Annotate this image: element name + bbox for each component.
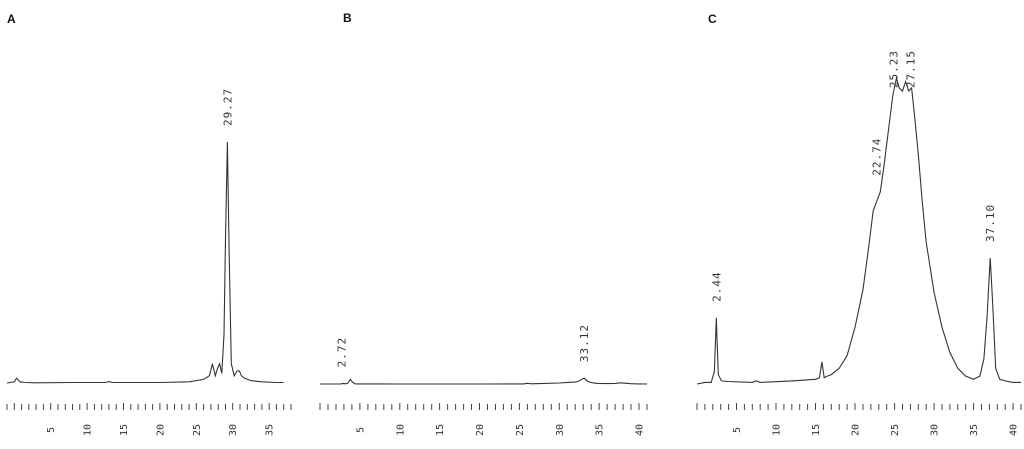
trace-b bbox=[320, 377, 648, 385]
tick-label-15: 15 bbox=[119, 424, 130, 436]
peak-label-22-74: 22.74 bbox=[871, 138, 884, 176]
tick-label-25: 25 bbox=[515, 424, 526, 436]
trace-c bbox=[696, 76, 1021, 385]
peak-label-2-44: 2.44 bbox=[710, 271, 723, 302]
tick-label-30: 30 bbox=[228, 424, 239, 436]
tick-label-20: 20 bbox=[851, 424, 862, 436]
tick-label-10: 10 bbox=[83, 424, 94, 436]
peak-label-33-12: 33.12 bbox=[578, 324, 591, 362]
tick-label-10: 10 bbox=[772, 424, 783, 436]
chromatogram-a: 5 10 15 20 25 30 35 29.27 bbox=[6, 88, 292, 436]
peak-label-25-23: 25.23 bbox=[887, 50, 900, 88]
tick-label-35: 35 bbox=[969, 424, 980, 436]
tick-label-30: 30 bbox=[555, 424, 566, 436]
peak-label-27-15: 27.15 bbox=[904, 50, 917, 88]
tick-label-5: 5 bbox=[732, 427, 743, 433]
tick-label-5: 5 bbox=[46, 427, 57, 433]
peak-label-2-72: 2.72 bbox=[336, 337, 349, 368]
chromatogram-c: 5 10 15 20 25 30 35 40 2.44 22.74 25.23 27.15 37.10 bbox=[696, 50, 1022, 436]
tick-label-30: 30 bbox=[930, 424, 941, 436]
tick-label-20: 20 bbox=[475, 424, 486, 436]
tick-label-25: 25 bbox=[890, 424, 901, 436]
tick-label-40: 40 bbox=[635, 424, 646, 436]
panel-label-b: B bbox=[343, 11, 352, 25]
tick-label-35: 35 bbox=[595, 424, 606, 436]
tick-label-20: 20 bbox=[155, 424, 166, 436]
tick-label-40: 40 bbox=[1009, 424, 1020, 436]
tick-label-10: 10 bbox=[395, 424, 406, 436]
panel-label-c: C bbox=[708, 12, 717, 26]
tick-label-15: 15 bbox=[435, 424, 446, 436]
tick-label-5: 5 bbox=[355, 427, 366, 433]
peak-label-37-10: 37.10 bbox=[984, 204, 997, 242]
peak-label-29-27: 29.27 bbox=[221, 88, 234, 126]
panel-label-a: A bbox=[7, 12, 16, 26]
chromatogram-b: 5 10 15 20 25 30 35 40 2.72 33.12 bbox=[319, 324, 648, 436]
tick-label-25: 25 bbox=[192, 424, 203, 436]
trace-a bbox=[6, 141, 284, 384]
tick-label-35: 35 bbox=[265, 424, 276, 436]
tick-label-15: 15 bbox=[811, 424, 822, 436]
